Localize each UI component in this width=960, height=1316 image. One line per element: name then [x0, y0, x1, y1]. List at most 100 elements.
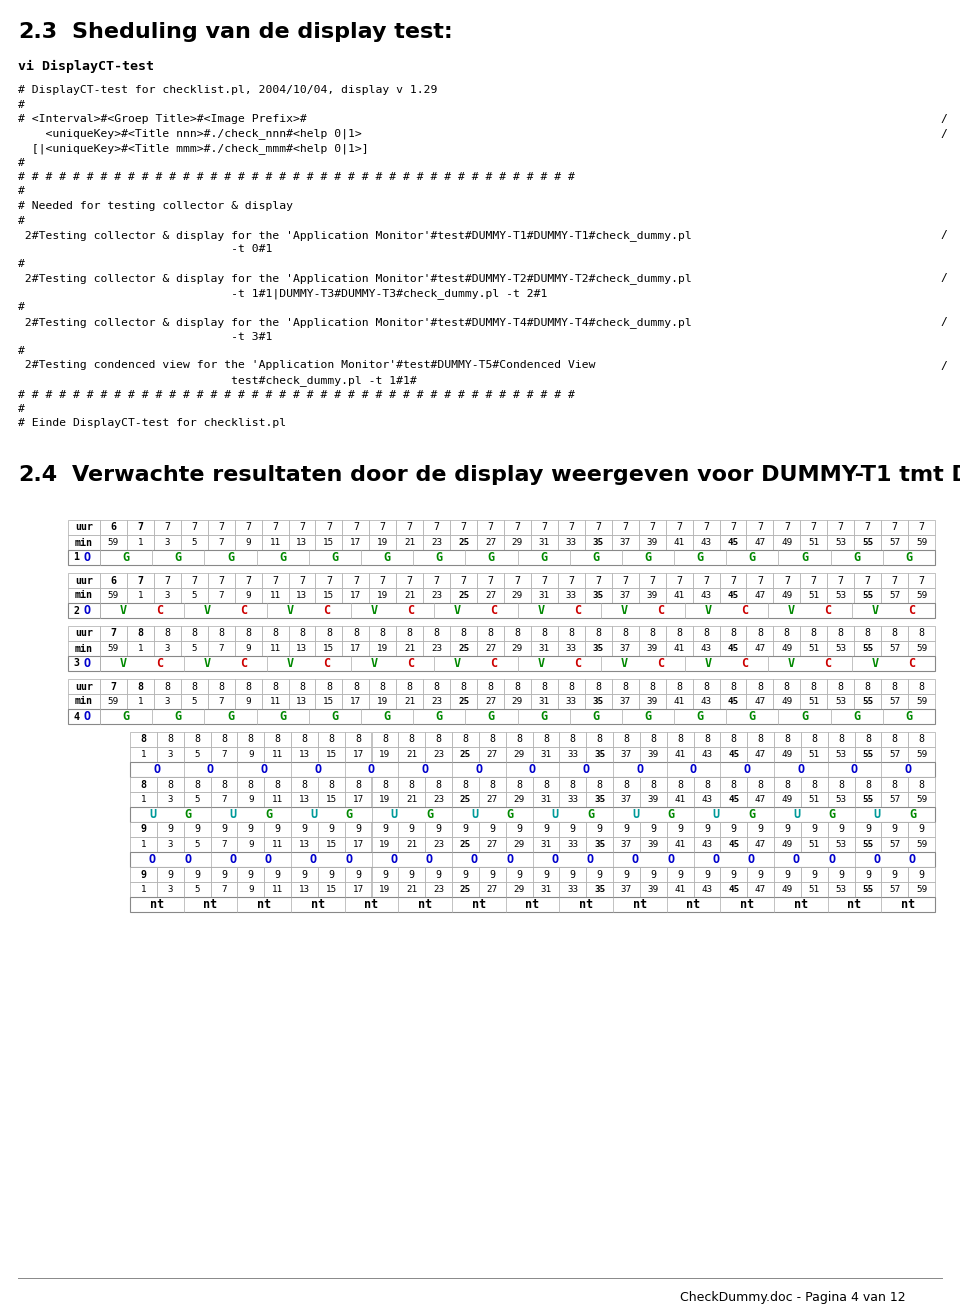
Bar — [262, 572, 289, 588]
Text: G: G — [346, 808, 352, 821]
Bar — [156, 867, 183, 882]
Bar — [318, 822, 345, 837]
Text: 9: 9 — [221, 870, 227, 879]
Text: 49: 49 — [781, 750, 793, 759]
Bar — [639, 776, 666, 792]
Text: 35: 35 — [594, 884, 605, 894]
Text: 8: 8 — [704, 734, 709, 745]
Text: 51: 51 — [808, 750, 820, 759]
Bar — [452, 822, 479, 837]
Text: 9: 9 — [382, 870, 388, 879]
Text: G: G — [227, 711, 234, 722]
Text: G: G — [828, 808, 835, 821]
Bar — [264, 882, 291, 898]
Text: 7: 7 — [676, 575, 683, 586]
Text: 7: 7 — [756, 575, 763, 586]
Text: 8: 8 — [919, 734, 924, 745]
Text: 9: 9 — [623, 825, 630, 834]
Text: V: V — [454, 657, 461, 670]
Bar — [343, 588, 370, 603]
Bar — [720, 882, 747, 898]
Text: U: U — [229, 808, 236, 821]
Text: 59: 59 — [916, 538, 927, 547]
Text: O: O — [690, 763, 697, 776]
Bar — [720, 792, 747, 807]
Text: 51: 51 — [808, 538, 820, 547]
Text: 9: 9 — [248, 795, 253, 804]
Bar — [450, 588, 477, 603]
Bar — [127, 588, 154, 603]
Text: 9: 9 — [623, 870, 630, 879]
Bar — [612, 626, 638, 641]
Text: 8: 8 — [541, 629, 547, 638]
Text: G: G — [905, 711, 912, 722]
Text: 7: 7 — [221, 840, 227, 849]
Bar — [316, 626, 343, 641]
Bar — [692, 641, 719, 655]
Bar — [316, 641, 343, 655]
Bar — [154, 679, 180, 694]
Text: 8: 8 — [649, 629, 655, 638]
Bar — [477, 520, 504, 536]
Bar — [854, 822, 881, 837]
Bar — [638, 694, 665, 709]
Text: 8: 8 — [865, 779, 871, 790]
Text: 43: 43 — [701, 697, 711, 705]
Bar — [719, 572, 747, 588]
Text: 31: 31 — [540, 840, 552, 849]
Text: 7: 7 — [838, 575, 844, 586]
Text: U: U — [149, 808, 156, 821]
Bar — [398, 747, 425, 762]
Text: 8: 8 — [353, 682, 359, 691]
Text: O: O — [667, 853, 675, 866]
Text: 8: 8 — [756, 682, 763, 691]
Text: 11: 11 — [270, 591, 280, 600]
Text: V: V — [705, 657, 711, 670]
Text: 9: 9 — [463, 870, 468, 879]
Bar — [533, 792, 560, 807]
Bar — [423, 679, 450, 694]
Text: 9: 9 — [382, 825, 388, 834]
Text: 27: 27 — [485, 697, 496, 705]
Text: 7: 7 — [218, 591, 224, 600]
Bar — [156, 882, 183, 898]
Text: 9: 9 — [248, 884, 253, 894]
Text: 15: 15 — [325, 795, 337, 804]
Bar — [719, 520, 747, 536]
Bar — [398, 867, 425, 882]
Bar — [881, 520, 908, 536]
Bar — [881, 572, 908, 588]
Bar — [693, 882, 720, 898]
Text: nt: nt — [204, 898, 218, 911]
Bar — [854, 867, 881, 882]
Text: 57: 57 — [889, 644, 900, 653]
Bar — [612, 572, 638, 588]
Bar — [450, 626, 477, 641]
Text: 8: 8 — [811, 734, 817, 745]
Bar — [747, 588, 774, 603]
Bar — [558, 572, 585, 588]
Text: G: G — [748, 808, 755, 821]
Bar — [207, 626, 234, 641]
Bar — [156, 822, 183, 837]
Text: 15: 15 — [324, 591, 335, 600]
Text: 9: 9 — [892, 825, 898, 834]
Text: 7: 7 — [245, 575, 252, 586]
Bar — [237, 822, 264, 837]
Text: 43: 43 — [702, 750, 712, 759]
Text: 13: 13 — [297, 591, 307, 600]
Text: 11: 11 — [272, 795, 283, 804]
Text: 33: 33 — [565, 644, 577, 653]
Text: 7: 7 — [137, 575, 143, 586]
Text: 8: 8 — [299, 682, 305, 691]
Text: 8: 8 — [892, 682, 898, 691]
Bar — [398, 792, 425, 807]
Text: O: O — [587, 853, 594, 866]
Text: 27: 27 — [485, 538, 496, 547]
Bar — [719, 679, 747, 694]
Text: 19: 19 — [379, 884, 391, 894]
Text: 13: 13 — [299, 884, 310, 894]
Text: 7: 7 — [541, 575, 547, 586]
Text: C: C — [658, 604, 664, 617]
Bar — [881, 776, 908, 792]
